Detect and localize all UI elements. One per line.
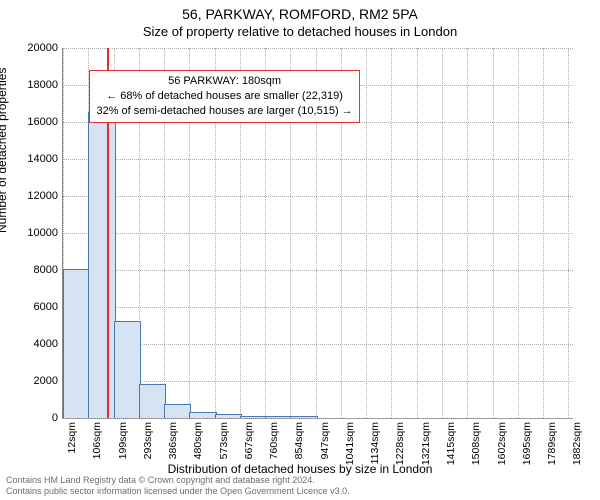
histogram-bar [290,416,317,418]
title-address: 56, PARKWAY, ROMFORD, RM2 5PA [0,0,600,22]
y-tick-label: 12000 [8,190,58,202]
histogram-bar [164,404,191,418]
x-tick-label: 1882sqm [571,422,583,472]
x-tick-label: 293sqm [142,422,154,472]
y-tick-label: 6000 [8,301,58,313]
x-tick-label: 573sqm [218,422,230,472]
x-tick-label: 1602sqm [496,422,508,472]
x-tick-label: 854sqm [293,422,305,472]
x-tick-label: 760sqm [268,422,280,472]
x-tick-label: 199sqm [117,422,129,472]
histogram-bar [215,414,242,418]
y-tick-label: 20000 [8,42,58,54]
y-tick-label: 14000 [8,153,58,165]
x-tick-label: 947sqm [319,422,331,472]
footer-attribution: Contains HM Land Registry data © Crown c… [6,475,350,497]
y-tick-label: 0 [8,412,58,424]
x-tick-label: 386sqm [167,422,179,472]
y-axis-title: Number of detached properties [0,68,9,233]
histogram-bar [240,416,267,418]
y-tick-label: 18000 [8,79,58,91]
y-tick-label: 10000 [8,227,58,239]
histogram-bar [189,412,216,418]
annotation-line2: ← 68% of detached houses are smaller (22… [96,89,352,104]
title-subtitle: Size of property relative to detached ho… [0,22,600,39]
x-tick-label: 1508sqm [470,422,482,472]
annotation-box: 56 PARKWAY: 180sqm ← 68% of detached hou… [89,70,359,123]
x-tick-label: 1695sqm [521,422,533,472]
annotation-line1: 56 PARKWAY: 180sqm [96,74,352,89]
x-tick-label: 106sqm [91,422,103,472]
x-tick-label: 480sqm [192,422,204,472]
y-tick-label: 8000 [8,264,58,276]
footer-line1: Contains HM Land Registry data © Crown c… [6,475,350,486]
x-tick-label: 1321sqm [420,422,432,472]
y-tick-label: 4000 [8,338,58,350]
y-tick-label: 2000 [8,375,58,387]
histogram-bar [88,112,115,418]
x-tick-label: 1789sqm [546,422,558,472]
x-tick-label: 667sqm [243,422,255,472]
x-tick-label: 1134sqm [369,422,381,472]
histogram-bar [63,269,90,418]
x-tick-label: 1415sqm [445,422,457,472]
footer-line2: Contains public sector information licen… [6,486,350,497]
y-tick-label: 16000 [8,116,58,128]
x-tick-label: 1041sqm [344,422,356,472]
annotation-line3: 32% of semi-detached houses are larger (… [96,104,352,119]
x-tick-label: 12sqm [66,422,78,472]
grid-h-line [63,418,573,419]
chart-plot-area: 56 PARKWAY: 180sqm ← 68% of detached hou… [62,48,573,419]
x-tick-label: 1228sqm [394,422,406,472]
histogram-bar [265,416,292,418]
histogram-bar [114,321,141,418]
histogram-bar [139,384,166,418]
